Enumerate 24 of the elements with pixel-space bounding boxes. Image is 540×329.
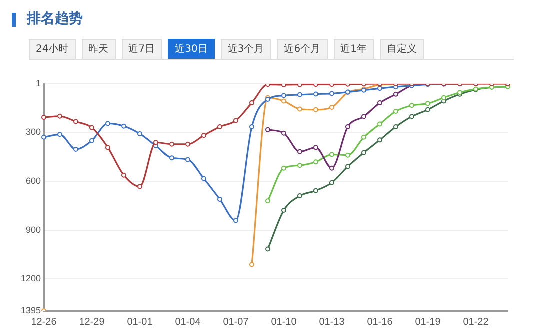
text: 24小时 xyxy=(29,39,76,59)
x-tick-label: 12-29 xyxy=(79,316,106,328)
x-tick-label: 01-10 xyxy=(271,316,298,328)
y-tick-label: 1395 xyxy=(20,305,41,316)
text: 近7日 xyxy=(122,39,162,59)
x-tick-label: 01-13 xyxy=(319,316,346,328)
x-tick-label: 01-16 xyxy=(367,316,394,328)
y-tick-label: 600 xyxy=(26,176,41,186)
y-tick-label: 1 xyxy=(36,78,41,88)
text: 昨天 xyxy=(82,39,116,59)
x-tick-label: 01-19 xyxy=(415,316,442,328)
x-tick-label: 01-22 xyxy=(463,316,490,328)
text: 近3个月 xyxy=(220,39,272,59)
x-tick-label: 01-01 xyxy=(127,316,154,328)
y-tick-label: 900 xyxy=(26,224,41,235)
text: 近6个月 xyxy=(277,39,328,59)
x-tick-label: 12-26 xyxy=(31,316,58,328)
x-tick-label: 01-07 xyxy=(223,316,250,328)
x-tick-label: 01-04 xyxy=(175,316,202,328)
y-tick-label: 300 xyxy=(26,127,41,138)
text: 自定义 xyxy=(380,39,424,59)
text: 近1年 xyxy=(334,39,374,59)
y-tick-label: 1200 xyxy=(20,274,41,284)
chart-title: 排名趋势 xyxy=(27,10,83,28)
